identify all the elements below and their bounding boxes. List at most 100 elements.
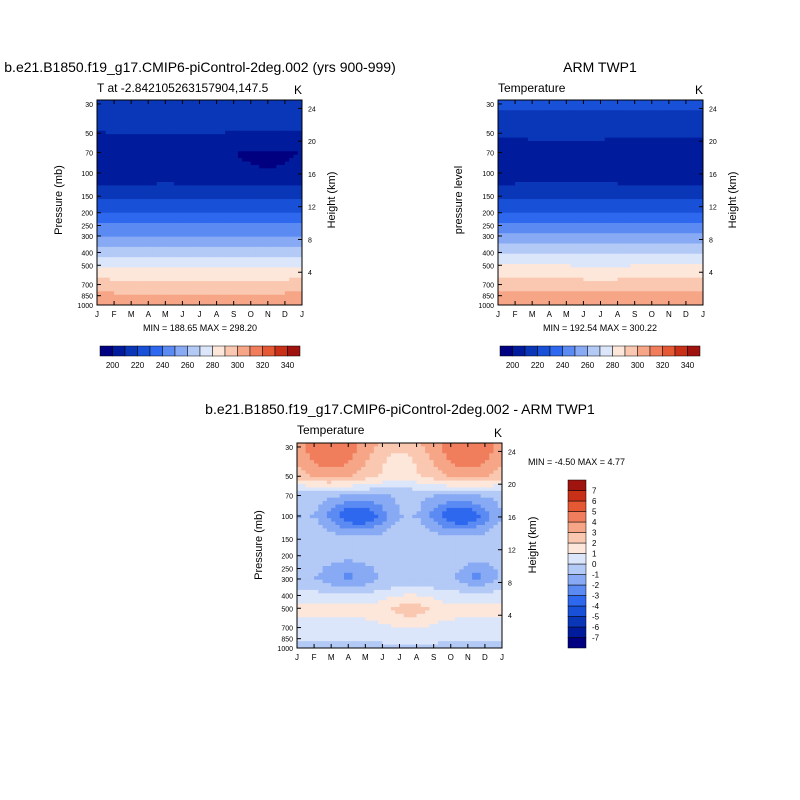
field-cell xyxy=(600,134,606,139)
field-cell xyxy=(515,144,520,149)
field-cell xyxy=(97,236,102,241)
field-cell xyxy=(237,192,243,197)
field-cell xyxy=(229,178,235,183)
field-cell xyxy=(544,226,550,231)
field-cell xyxy=(677,223,683,228)
field-cell xyxy=(549,205,555,210)
field-cell xyxy=(579,158,585,163)
field-cell xyxy=(246,226,252,231)
field-cell xyxy=(255,154,260,159)
field-cell xyxy=(613,199,619,204)
field-cell xyxy=(583,212,589,217)
field-cell xyxy=(638,123,644,128)
field-cell xyxy=(549,117,555,122)
field-cell xyxy=(668,127,674,132)
field-cell xyxy=(515,199,520,204)
field-cell xyxy=(190,141,196,146)
field-cell xyxy=(122,151,128,156)
field-cell xyxy=(276,147,282,152)
field-cell xyxy=(660,154,666,159)
field-cell xyxy=(694,226,700,231)
field-cell xyxy=(190,257,196,262)
field-cell xyxy=(208,168,213,173)
field-cell xyxy=(647,103,653,108)
field-cell xyxy=(225,137,230,142)
field-cell xyxy=(101,281,107,286)
field-cell xyxy=(574,229,580,234)
field-cell xyxy=(540,158,546,163)
field-cell xyxy=(681,137,687,142)
field-cell xyxy=(596,113,602,118)
field-cell xyxy=(161,123,166,128)
field-cell xyxy=(690,120,696,125)
field-cell xyxy=(114,113,119,118)
field-cell xyxy=(532,100,538,105)
field-cell xyxy=(229,154,235,159)
field-cell xyxy=(237,298,243,303)
field-cell xyxy=(195,154,201,159)
field-cell xyxy=(186,226,192,231)
field-cell xyxy=(178,185,184,190)
field-cell xyxy=(532,175,538,180)
field-cell xyxy=(118,134,124,139)
field-cell xyxy=(161,233,166,238)
field-cell xyxy=(267,223,273,228)
field-cell xyxy=(165,209,171,214)
field-cell xyxy=(536,103,542,108)
field-cell xyxy=(515,188,520,193)
field-cell xyxy=(562,202,567,207)
field-cell xyxy=(280,100,286,105)
field-cell xyxy=(259,137,265,142)
field-cell xyxy=(272,161,277,166)
field-cell xyxy=(233,226,239,231)
field-cell xyxy=(677,151,683,156)
field-cell xyxy=(105,161,111,166)
field-cell xyxy=(186,123,192,128)
field-cell xyxy=(600,144,606,149)
x-tick-label: J xyxy=(300,310,304,319)
field-cell xyxy=(664,123,670,128)
field-cell xyxy=(604,161,610,166)
field-cell xyxy=(122,171,128,176)
field-cell xyxy=(156,233,162,238)
field-cell xyxy=(246,236,252,241)
field-cell xyxy=(131,250,137,255)
field-cell xyxy=(259,117,265,122)
colorbar-bin xyxy=(124,345,138,357)
field-cell xyxy=(651,202,657,207)
field-cell xyxy=(609,202,614,207)
field-cell xyxy=(694,100,700,105)
field-cell xyxy=(634,134,640,139)
field-cell xyxy=(165,147,171,152)
field-cell xyxy=(148,188,154,193)
field-cell xyxy=(212,185,218,190)
field-cell xyxy=(225,161,230,166)
field-cell xyxy=(626,205,631,210)
field-cell xyxy=(553,212,559,217)
field-cell xyxy=(156,267,162,272)
field-cell xyxy=(527,226,533,231)
field-cell xyxy=(229,212,235,217)
field-cell xyxy=(617,141,623,146)
field-cell xyxy=(613,219,619,224)
field-cell xyxy=(502,195,508,200)
field-cell xyxy=(199,168,205,173)
field-cell xyxy=(498,100,503,105)
field-cell xyxy=(190,134,196,139)
field-cell xyxy=(135,134,141,139)
field-cell xyxy=(114,123,119,128)
field-cell xyxy=(216,274,222,279)
field-cell xyxy=(591,188,597,193)
field-cell xyxy=(165,264,171,269)
field-cell xyxy=(216,130,222,135)
field-cell xyxy=(272,151,277,156)
field-cell xyxy=(502,175,508,180)
field-cell xyxy=(237,127,243,132)
field-cell xyxy=(638,154,644,159)
field-cell xyxy=(148,284,154,289)
field-cell xyxy=(609,141,614,146)
field-cell xyxy=(668,212,674,217)
field-cell xyxy=(557,219,563,224)
field-cell xyxy=(152,110,158,115)
field-cell xyxy=(694,216,700,221)
